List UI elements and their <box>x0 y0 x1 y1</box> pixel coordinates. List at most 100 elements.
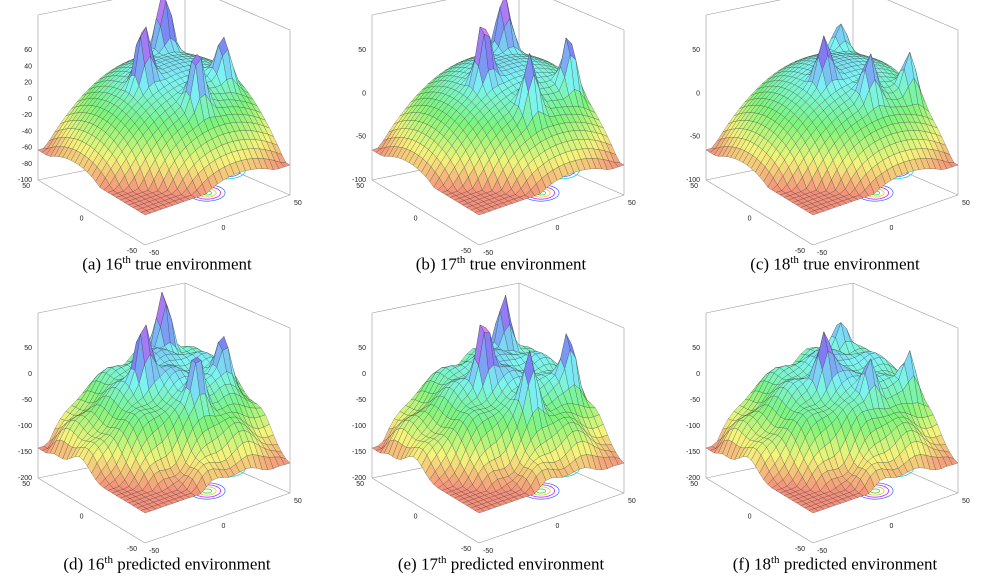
caption: (b) 17th true environment <box>334 254 668 275</box>
surface-plot: 6040200-20-40-60-80-100500-50-50050 <box>18 0 302 257</box>
z-tick-label: 50 <box>358 345 366 352</box>
caption-label: (d) <box>63 555 83 574</box>
caption-label: (e) <box>398 555 417 574</box>
z-tick-label: -50 <box>690 397 700 404</box>
y-tick-label: 50 <box>690 481 698 488</box>
z-tick-label: -150 <box>686 449 700 456</box>
surface-plot: 500-50-100-150-200500-50-50050 <box>352 283 636 555</box>
box-edge <box>853 283 958 328</box>
box-edge <box>853 0 958 30</box>
caption: (c) 18th true environment <box>668 254 1002 275</box>
caption-ordinal: 17 <box>421 555 438 574</box>
z-tick-label: -50 <box>22 397 32 404</box>
caption-label: (c) <box>750 255 769 274</box>
caption-suffix: th <box>122 254 131 266</box>
z-tick-label: 60 <box>24 47 32 54</box>
caption-label: (a) <box>82 255 101 274</box>
caption-suffix: th <box>457 254 466 266</box>
z-tick-label: -100 <box>18 423 32 430</box>
caption: (a) 16th true environment <box>0 254 334 275</box>
caption-ordinal: 16 <box>105 255 122 274</box>
z-tick-label: 50 <box>358 47 366 54</box>
caption-text: predicted environment <box>117 555 270 574</box>
caption-suffix: th <box>790 254 799 266</box>
caption-ordinal: 16 <box>87 555 104 574</box>
surface-plot: 500-50-100-150-200500-50-50050 <box>18 283 302 555</box>
y-tick-label: 0 <box>414 216 418 223</box>
box-edge <box>706 283 853 313</box>
z-tick-label: -60 <box>22 145 32 152</box>
y-tick-label: -50 <box>127 546 137 553</box>
caption: (f) 18th predicted environment <box>668 554 1002 575</box>
x-tick-label: 0 <box>890 225 894 232</box>
z-tick-label: -50 <box>356 134 366 141</box>
caption-label: (f) <box>733 555 750 574</box>
x-tick-label: 0 <box>890 523 894 530</box>
z-tick-label: 0 <box>696 90 700 97</box>
x-tick-label: 50 <box>628 498 636 505</box>
box-edge <box>519 283 624 328</box>
surface-plot: 500-50-100-150-200500-50-50050 <box>686 283 970 555</box>
z-tick-label: 20 <box>24 80 32 87</box>
x-tick-label: 50 <box>962 498 970 505</box>
caption-text: true environment <box>135 255 252 274</box>
y-tick-label: -50 <box>795 546 805 553</box>
y-tick-label: 0 <box>748 514 752 521</box>
z-tick-label: -100 <box>686 423 700 430</box>
box-edge <box>372 283 519 313</box>
x-tick-label: 0 <box>222 225 226 232</box>
z-tick-label: 0 <box>362 90 366 97</box>
caption-text: predicted environment <box>784 555 937 574</box>
x-tick-label: 50 <box>294 498 302 505</box>
z-tick-label: 0 <box>696 371 700 378</box>
caption-label: (b) <box>416 255 436 274</box>
caption: (d) 16th predicted environment <box>0 554 334 575</box>
caption: (e) 17th predicted environment <box>334 554 668 575</box>
z-tick-label: -50 <box>690 134 700 141</box>
box-edge <box>185 283 290 328</box>
y-tick-label: 0 <box>748 216 752 223</box>
x-tick-label: 0 <box>556 523 560 530</box>
z-tick-label: 50 <box>692 47 700 54</box>
caption-text: true environment <box>803 255 920 274</box>
y-tick-label: -50 <box>461 546 471 553</box>
box-edge <box>372 0 519 15</box>
x-tick-label: 0 <box>556 225 560 232</box>
y-tick-label: 50 <box>356 183 364 190</box>
y-tick-label: 50 <box>356 481 364 488</box>
x-tick-label: 0 <box>222 523 226 530</box>
z-tick-label: 0 <box>28 96 32 103</box>
x-tick-label: 50 <box>628 200 636 207</box>
y-tick-label: 50 <box>22 183 30 190</box>
z-tick-label: 40 <box>24 63 32 70</box>
caption-ordinal: 18 <box>754 555 771 574</box>
y-tick-label: 50 <box>22 481 30 488</box>
y-tick-label: 0 <box>80 216 84 223</box>
box-edge <box>185 0 290 30</box>
z-tick-label: -20 <box>22 112 32 119</box>
z-tick-label: 0 <box>362 371 366 378</box>
surface-plot: 500-50-100500-50-50050 <box>352 0 636 257</box>
y-tick-label: 50 <box>690 183 698 190</box>
z-tick-label: -80 <box>22 161 32 168</box>
x-tick-label: 50 <box>294 200 302 207</box>
z-tick-label: -40 <box>22 128 32 135</box>
z-tick-label: -100 <box>352 423 366 430</box>
box-edge <box>706 0 853 15</box>
x-tick-label: 50 <box>962 200 970 207</box>
caption-suffix: th <box>771 554 780 566</box>
caption-ordinal: 17 <box>440 255 457 274</box>
z-tick-label: 0 <box>28 371 32 378</box>
z-tick-label: -150 <box>18 449 32 456</box>
caption-text: predicted environment <box>451 555 604 574</box>
y-tick-label: 0 <box>414 514 418 521</box>
surface-plot: 500-50-100500-50-50050 <box>686 0 970 257</box>
caption-text: true environment <box>470 255 587 274</box>
z-tick-label: -150 <box>352 449 366 456</box>
box-edge <box>519 0 624 30</box>
caption-suffix: th <box>104 554 113 566</box>
y-tick-label: 0 <box>80 514 84 521</box>
z-tick-label: 50 <box>24 345 32 352</box>
